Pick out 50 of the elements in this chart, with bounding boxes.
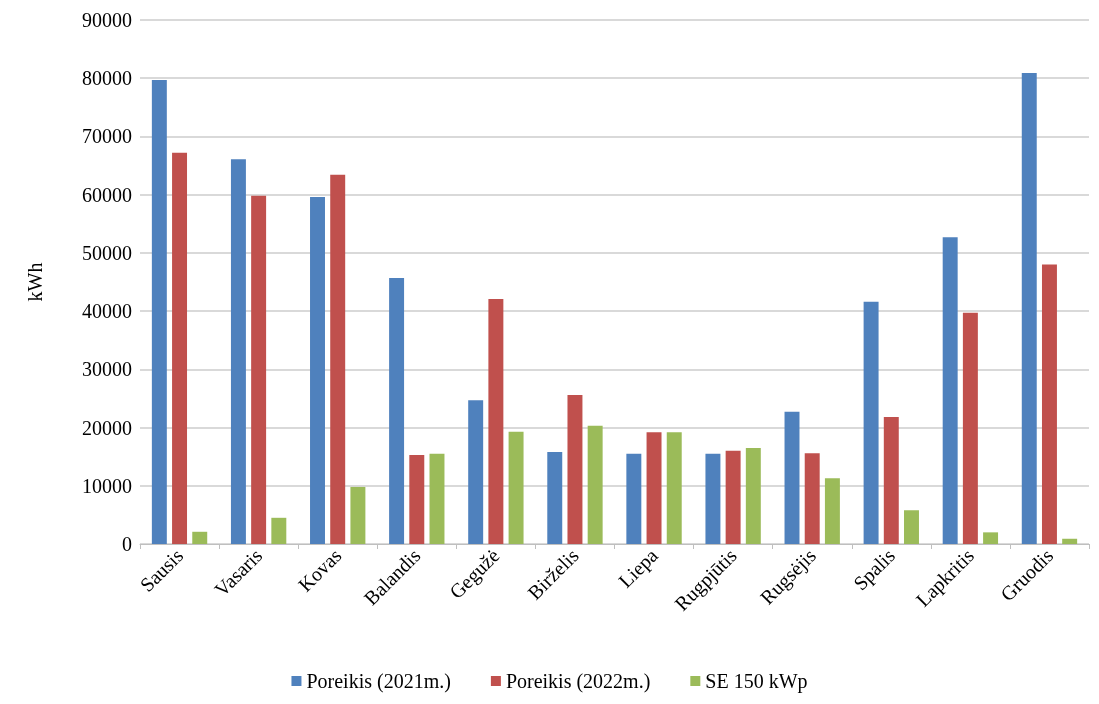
y-tick-label: 0 — [122, 533, 132, 555]
y-tick-label: 30000 — [82, 358, 132, 381]
bar — [251, 195, 267, 544]
bar — [983, 532, 999, 544]
bar — [646, 432, 662, 544]
bar — [310, 197, 325, 544]
y-tick-label: 40000 — [82, 300, 132, 323]
bar — [1021, 72, 1037, 544]
bar — [350, 486, 366, 544]
bar — [230, 159, 246, 544]
bar — [547, 452, 563, 544]
legend-label: Poreikis (2022m.) — [505, 670, 651, 693]
legend-label: SE 150 kWp — [705, 670, 808, 693]
bar — [804, 453, 820, 544]
bar — [587, 425, 603, 544]
bar — [192, 531, 208, 544]
bar — [409, 454, 425, 544]
bar — [626, 453, 642, 544]
y-tick-label: 70000 — [82, 125, 132, 148]
bar — [1062, 538, 1078, 544]
bar — [725, 450, 741, 544]
y-tick-label: 90000 — [82, 9, 132, 31]
bar — [942, 237, 958, 544]
bar — [962, 312, 978, 544]
bar — [330, 174, 346, 544]
bar — [705, 453, 721, 544]
bar — [429, 453, 445, 544]
bar — [172, 152, 188, 544]
bar — [1041, 264, 1057, 544]
bar — [883, 417, 899, 544]
y-tick-label: 20000 — [82, 416, 132, 439]
y-axis-title: kWh — [24, 262, 46, 302]
bar — [468, 400, 484, 544]
bar — [508, 431, 524, 544]
bar — [745, 447, 761, 544]
bar — [488, 298, 504, 544]
bar — [567, 394, 583, 544]
y-tick-label: 10000 — [82, 474, 132, 497]
bar — [824, 478, 840, 544]
bar — [151, 79, 167, 544]
bar — [666, 432, 682, 544]
bar — [863, 301, 879, 544]
bar — [271, 517, 287, 544]
bar — [784, 411, 800, 544]
y-tick-label: 60000 — [82, 183, 132, 206]
y-tick-label: 50000 — [82, 241, 132, 264]
bar — [389, 277, 405, 544]
legend-label: Poreikis (2021m.) — [306, 670, 451, 693]
y-tick-label: 80000 — [82, 67, 132, 90]
bar — [904, 510, 919, 544]
